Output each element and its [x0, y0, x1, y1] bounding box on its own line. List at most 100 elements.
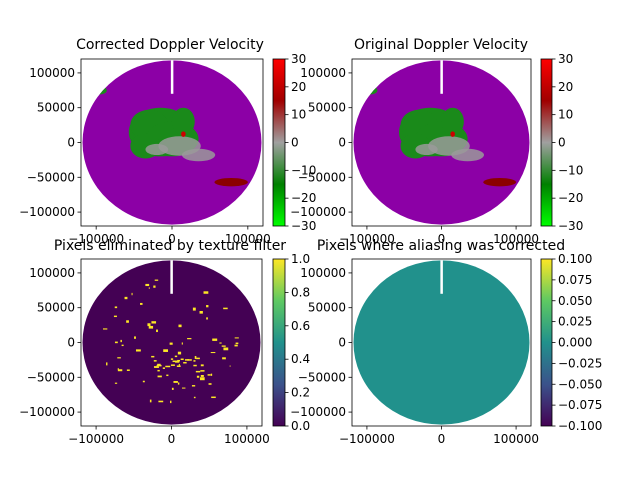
eliminated-pixel	[158, 400, 164, 403]
panel-title: Pixels where aliasing was corrected	[317, 238, 565, 254]
eliminated-pixel	[206, 317, 208, 320]
x-tick-label: −100000	[68, 232, 124, 246]
eliminated-pixel	[172, 360, 178, 363]
radar-features	[363, 60, 517, 187]
colorbar-tick-label: 0.8	[291, 285, 310, 299]
x-tick-label: 0	[438, 432, 446, 446]
colorbar-tick-label: 30	[558, 52, 573, 66]
radar-disk	[353, 260, 530, 425]
radar-disk	[82, 260, 261, 425]
eliminated-pixel	[126, 320, 129, 323]
eliminated-pixel	[148, 287, 150, 289]
x-tick-label: −100000	[68, 432, 124, 446]
eliminated-pixel	[165, 365, 171, 368]
eliminated-pixel	[221, 345, 226, 347]
eliminated-pixel	[102, 328, 108, 330]
colorbar-tick-label: −30	[558, 219, 583, 233]
eliminated-pixel	[157, 369, 160, 372]
x-tick-label: 0	[168, 432, 176, 446]
colorbar-tick-label: 0.0	[291, 419, 310, 433]
eliminated-pixel	[140, 302, 143, 305]
eliminated-pixel	[117, 357, 121, 359]
eliminated-pixel	[195, 370, 201, 373]
colorbar-tick-label: 0.000	[558, 336, 592, 350]
green-echo	[363, 86, 378, 95]
eliminated-pixel	[200, 374, 204, 377]
y-tick-label: 50000	[37, 101, 75, 115]
eliminated-pixel	[223, 307, 228, 310]
y-tick-label: 100000	[29, 266, 75, 280]
panel-title: Corrected Doppler Velocity	[76, 37, 264, 53]
eliminated-pixel	[170, 364, 175, 366]
eliminated-pixel	[200, 370, 205, 372]
colorbar	[272, 58, 286, 227]
colorbar-tick-label: −0.075	[558, 398, 602, 412]
y-tick-label: −50000	[27, 370, 75, 384]
colorbar-tick-label: 0.075	[558, 273, 592, 287]
gray-echo	[181, 148, 216, 162]
eliminated-pixel	[235, 342, 239, 345]
eliminated-pixel	[187, 338, 192, 340]
eliminated-pixel	[181, 342, 183, 345]
panel-2: Original Doppler Velocity −100000 0 100000 1…	[290, 37, 583, 246]
y-tick-label: 0	[338, 336, 346, 350]
panel-4: Pixels where aliasing was corrected −1000…	[290, 238, 602, 446]
eliminated-pixel	[177, 359, 181, 362]
eliminated-pixel	[166, 374, 169, 377]
colorbar	[540, 58, 553, 227]
colorbar-tick-label: −10	[291, 163, 316, 177]
y-tick-label: −50000	[27, 170, 75, 184]
eliminated-pixel	[134, 336, 136, 339]
colorbar-tick-label: 10	[291, 108, 306, 122]
eliminated-pixel	[219, 342, 222, 344]
eliminated-pixel	[114, 306, 118, 309]
panel-title: Pixels eliminated by texture filter	[54, 238, 286, 254]
eliminated-pixel	[203, 291, 209, 294]
y-tick-label: −50000	[298, 170, 346, 184]
eliminated-pixel	[193, 396, 196, 399]
x-tick-label: 0	[168, 232, 176, 246]
eliminated-pixel	[135, 349, 141, 352]
eliminated-pixel	[187, 359, 192, 361]
eliminated-pixel	[191, 385, 196, 387]
red-echo	[483, 177, 517, 187]
eliminated-pixel	[194, 356, 197, 359]
eliminated-pixel	[142, 380, 145, 383]
y-tick-label: −100000	[19, 205, 75, 219]
colorbar-tick-label: 20	[558, 80, 573, 94]
colorbar-tick-label: 0.050	[558, 294, 592, 308]
eliminated-pixel	[157, 363, 161, 366]
eliminated-pixel	[176, 365, 181, 367]
eliminated-pixel	[185, 359, 189, 361]
eliminated-pixel	[181, 387, 186, 389]
eliminated-pixel	[106, 362, 108, 366]
eliminated-pixel	[156, 364, 162, 367]
eliminated-pixel	[174, 355, 178, 358]
y-tick-label: −50000	[298, 370, 346, 384]
green-echo	[93, 86, 107, 95]
eliminated-pixel	[192, 307, 196, 311]
eliminated-pixel	[126, 369, 130, 371]
colorbar-tick-label: −20	[558, 191, 583, 205]
eliminated-pixel	[177, 382, 180, 385]
eliminated-pixel	[193, 364, 197, 367]
eliminated-pixel	[147, 323, 151, 327]
eliminated-pixel	[151, 321, 157, 324]
x-tick-label: 100000	[493, 432, 539, 446]
red-echo	[214, 177, 248, 187]
eliminated-pixel	[170, 400, 172, 404]
missing-beam	[170, 260, 173, 294]
eliminated-pixel	[131, 292, 133, 296]
eliminated-pixel	[199, 377, 205, 381]
eliminated-pixel	[196, 357, 200, 360]
eliminated-pixel	[149, 399, 152, 403]
eliminated-pixel	[170, 358, 174, 360]
eliminated-pixel	[222, 357, 226, 360]
y-tick-label: 100000	[300, 266, 346, 280]
x-tick-label: −100000	[339, 432, 395, 446]
eliminated-pixel	[234, 337, 239, 339]
colorbar-tick-label: −0.100	[558, 419, 602, 433]
colorbar-tick-label: 30	[291, 52, 306, 66]
x-tick-label: 100000	[225, 232, 271, 246]
